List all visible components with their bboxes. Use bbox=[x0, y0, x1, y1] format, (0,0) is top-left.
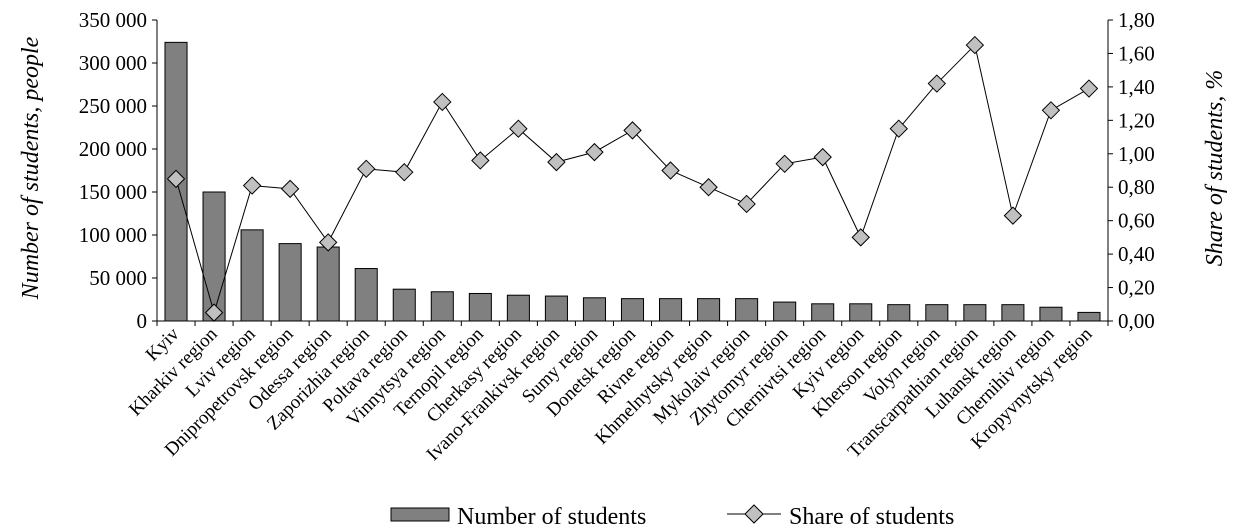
bar-14 bbox=[697, 298, 721, 322]
bar-1 bbox=[202, 191, 226, 322]
bar-13 bbox=[659, 298, 683, 322]
bar-11 bbox=[582, 297, 606, 322]
legend-bar-swatch bbox=[390, 507, 450, 522]
bar-4 bbox=[316, 246, 340, 322]
share-marker-17 bbox=[813, 147, 832, 167]
share-marker-12 bbox=[623, 121, 642, 140]
y-tick-label-4: 200 000 bbox=[79, 137, 147, 161]
bar-5 bbox=[354, 268, 378, 322]
share-marker-3 bbox=[280, 179, 300, 199]
share-marker-0 bbox=[166, 169, 186, 189]
y-tick-label-6: 300 000 bbox=[79, 51, 147, 75]
bar-17 bbox=[811, 303, 835, 322]
y-tick-label-1: 50 000 bbox=[89, 266, 147, 290]
legend-bar-label: Number of students bbox=[457, 504, 646, 528]
share-marker-20 bbox=[927, 74, 947, 93]
share-marker-5 bbox=[357, 159, 376, 179]
y-tick-label-5: 250 000 bbox=[79, 94, 147, 118]
y2-tick-label-6: 1,20 bbox=[1118, 108, 1155, 132]
share-marker-13 bbox=[661, 161, 680, 180]
y-axis-title: Number of students, people bbox=[18, 36, 44, 300]
y-tick-label-0: 0 bbox=[137, 309, 148, 333]
bar-15 bbox=[735, 298, 759, 322]
y2-tick-label-1: 0,20 bbox=[1118, 276, 1155, 300]
share-line-path bbox=[175, 44, 1090, 315]
bar-20 bbox=[925, 304, 949, 322]
y2-tick-label-9: 1,80 bbox=[1118, 8, 1155, 32]
bar-19 bbox=[887, 304, 911, 322]
y2-tick-label-4: 0,80 bbox=[1118, 175, 1155, 199]
share-marker-10 bbox=[547, 152, 566, 172]
share-marker-15 bbox=[737, 194, 756, 214]
y-tick-label-3: 150 000 bbox=[79, 180, 147, 204]
bars bbox=[164, 41, 1101, 322]
legend-line-label: Share of students bbox=[789, 504, 954, 528]
bar-23 bbox=[1039, 306, 1063, 322]
bar-8 bbox=[468, 292, 492, 322]
bar-18 bbox=[849, 303, 873, 322]
axes: 0 50 000 100 000 150 000 200 000 250 000 300 0… bbox=[79, 8, 1155, 465]
bar-2 bbox=[240, 229, 264, 322]
y2-tick-label-0: 0,00 bbox=[1118, 309, 1155, 333]
share-marker-16 bbox=[775, 154, 794, 174]
bar-9 bbox=[506, 294, 530, 322]
bar-16 bbox=[773, 301, 797, 322]
share-marker-9 bbox=[509, 119, 528, 138]
y2-tick-label-3: 0,60 bbox=[1118, 209, 1155, 233]
share-marker-7 bbox=[433, 92, 452, 112]
bar-10 bbox=[544, 295, 568, 322]
bar-21 bbox=[963, 304, 987, 322]
y-tick-label-2: 100 000 bbox=[79, 223, 147, 247]
share-marker-6 bbox=[395, 162, 414, 182]
legend: Number of students Share of students bbox=[390, 504, 954, 528]
bar-22 bbox=[1001, 304, 1025, 322]
bar-3 bbox=[278, 243, 302, 322]
share-marker-22 bbox=[1003, 206, 1023, 225]
bar-7 bbox=[430, 291, 454, 322]
share-marker-18 bbox=[851, 228, 870, 247]
share-marker-4 bbox=[318, 233, 338, 252]
y-tick-label-7: 350 000 bbox=[79, 8, 147, 32]
share-marker-24 bbox=[1079, 79, 1099, 98]
y2-axis-title: Share of students, % bbox=[1202, 70, 1228, 266]
share-line bbox=[166, 35, 1099, 322]
share-marker-11 bbox=[585, 142, 604, 162]
share-marker-14 bbox=[699, 178, 718, 197]
bar-12 bbox=[620, 298, 645, 322]
share-marker-21 bbox=[965, 35, 985, 55]
y2-tick-label-2: 0,40 bbox=[1118, 242, 1155, 266]
bar-6 bbox=[392, 288, 416, 322]
y2-tick-label-7: 1,40 bbox=[1118, 75, 1155, 99]
bar-24 bbox=[1077, 311, 1101, 322]
share-marker-8 bbox=[471, 151, 490, 170]
y2-tick-label-5: 1,00 bbox=[1118, 142, 1155, 166]
y2-tick-label-8: 1,60 bbox=[1118, 41, 1155, 65]
legend-line-marker bbox=[744, 504, 764, 524]
share-marker-19 bbox=[889, 119, 908, 138]
share-marker-23 bbox=[1041, 101, 1061, 120]
share-marker-2 bbox=[242, 176, 262, 195]
